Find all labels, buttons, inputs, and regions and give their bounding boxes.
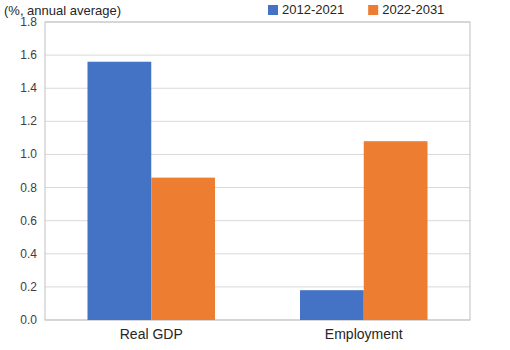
y-tick-label: 1.0	[20, 147, 37, 161]
y-tick-label: 0.2	[20, 280, 37, 294]
y-tick-label: 0.0	[20, 313, 37, 327]
y-tick-label: 0.6	[20, 214, 37, 228]
y-tick-label: 1.4	[20, 81, 37, 95]
bar	[300, 290, 364, 320]
plot-frame	[45, 22, 470, 320]
y-tick-label: 0.8	[20, 181, 37, 195]
bars	[88, 62, 428, 320]
bar	[88, 62, 152, 320]
y-tick-label: 1.2	[20, 114, 37, 128]
x-tick-label: Employment	[325, 326, 403, 342]
legend-swatch	[368, 5, 378, 15]
grid-line	[45, 55, 470, 56]
chart: 0.00.20.40.60.81.01.21.41.61.8Real GDPEm…	[0, 0, 510, 350]
y-tick-label: 0.4	[20, 247, 37, 261]
y-axis-label: (%, annual average)	[4, 3, 121, 18]
legend-label: 2022-2031	[382, 2, 444, 17]
bar	[151, 178, 215, 320]
legend-swatch	[268, 5, 278, 15]
legend-label: 2012-2021	[282, 2, 344, 17]
y-tick-label: 1.6	[20, 48, 37, 62]
bar	[364, 141, 428, 320]
x-tick-label: Real GDP	[120, 326, 183, 342]
